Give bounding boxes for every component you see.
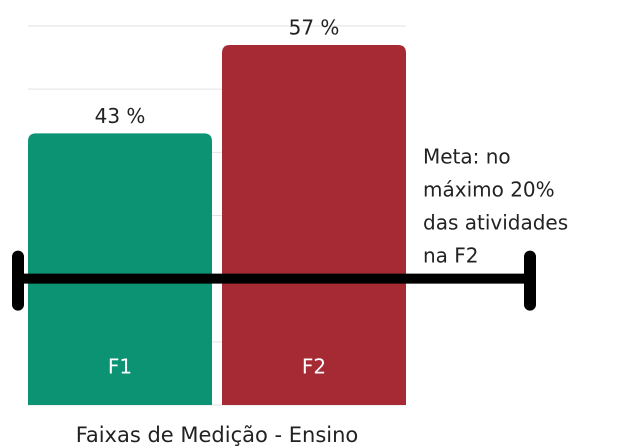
annotation: Meta: no [423,145,511,169]
data-label: 43 % [95,104,146,128]
data-label: 57 % [289,15,340,39]
category-label: F1 [108,355,132,379]
annotation: máximo 20% [423,178,555,202]
x-axis-label: Faixas de Medição - Ensino [76,423,359,447]
annotation: na F2 [423,244,479,268]
category-label: F2 [302,355,326,379]
annotation: das atividades [423,211,568,235]
bar [28,133,212,405]
bar [222,44,406,405]
target-line [12,250,536,311]
